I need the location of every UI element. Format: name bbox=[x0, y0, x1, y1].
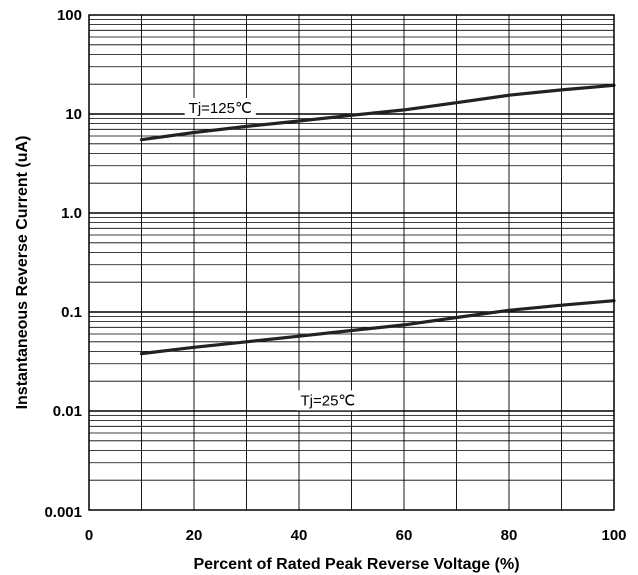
y-tick-label: 100 bbox=[57, 7, 82, 24]
y-tick-label: 0.1 bbox=[61, 304, 82, 321]
label-layer: Tj=125℃ Tj=25℃ bbox=[184, 97, 360, 411]
series-line-tj25 bbox=[139, 299, 616, 356]
series-label: Tj=125℃ bbox=[189, 100, 252, 117]
y-tick-label: 0.001 bbox=[44, 504, 82, 521]
series-label: Tj=25℃ bbox=[300, 392, 355, 409]
series-label-group: Tj=125℃ bbox=[184, 97, 256, 118]
y-tick-label: 1.0 bbox=[61, 205, 82, 222]
x-tick-label: 100 bbox=[601, 527, 626, 544]
y-tick-label: 0.01 bbox=[53, 403, 82, 420]
y-tick-label: 10 bbox=[65, 106, 82, 123]
x-tick-label: 20 bbox=[186, 527, 203, 544]
series-label-group: Tj=25℃ bbox=[296, 390, 360, 411]
x-tick-label: 80 bbox=[501, 527, 518, 544]
y-tick-labels: 0.001 0.01 0.1 1.0 10 100 bbox=[44, 7, 82, 521]
x-tick-label: 0 bbox=[85, 527, 93, 544]
x-tick-label: 40 bbox=[291, 527, 308, 544]
series-label-background bbox=[296, 390, 360, 411]
x-tick-labels: 0 20 40 60 80 100 bbox=[85, 527, 627, 544]
series-line-tj125 bbox=[139, 83, 616, 142]
series-layer bbox=[139, 83, 616, 356]
y-axis-title: Instantaneous Reverse Current (uA) bbox=[14, 136, 31, 410]
grid bbox=[89, 15, 614, 510]
plot-frame bbox=[88, 14, 615, 511]
series-label-background bbox=[184, 97, 256, 118]
x-axis-title: Percent of Rated Peak Reverse Voltage (%… bbox=[193, 556, 519, 573]
x-tick-label: 60 bbox=[396, 527, 413, 544]
